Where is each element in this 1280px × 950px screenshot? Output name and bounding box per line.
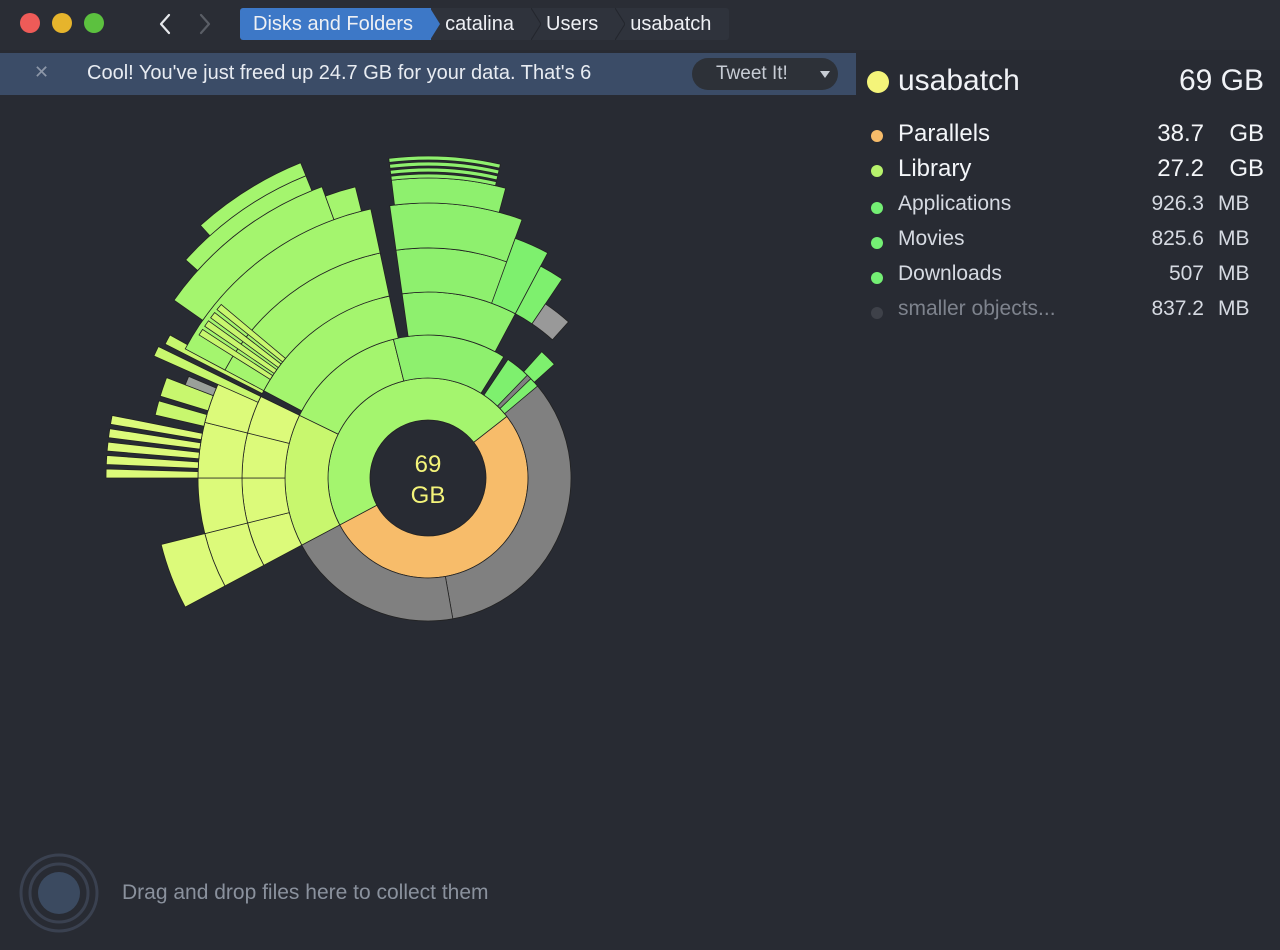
wedge-left-thin[interactable] (153, 345, 262, 403)
collector-drop-icon[interactable] (18, 852, 100, 934)
breadcrumb: Disks and Folders catalina Users usabatc… (240, 8, 730, 40)
breadcrumb-label: Users (546, 13, 599, 35)
breadcrumb-label: Disks and Folders (253, 13, 414, 35)
breadcrumb-item-catalina[interactable]: catalina (431, 8, 541, 40)
breadcrumb-chevron-icon (430, 8, 441, 40)
minimize-window-button[interactable] (52, 13, 72, 33)
breadcrumb-item-usabatch[interactable]: usabatch (616, 8, 730, 40)
legend-item-library[interactable]: Library 27.2 GB (864, 155, 1264, 185)
legend-item-value: 507 (1168, 262, 1204, 285)
chevron-right-icon (199, 13, 211, 35)
close-icon: ✕ (34, 62, 50, 82)
legend-item-value: 837.2 (1151, 297, 1204, 320)
breadcrumb-item-users[interactable]: Users (532, 8, 626, 40)
legend-item-applications[interactable]: Applications 926.3 MB (864, 192, 1264, 222)
legend-dot-icon (871, 130, 883, 142)
wedge-parallels-child[interactable] (444, 364, 572, 620)
legend-item-value: 38.7 (1157, 120, 1204, 147)
legend-item-name: Library (898, 155, 972, 182)
breadcrumb-chevron-icon (615, 8, 626, 40)
legend-dot-icon (871, 202, 883, 214)
wedge-left-thin[interactable] (105, 455, 199, 469)
tweet-it-button[interactable]: Tweet It! (692, 58, 838, 90)
back-button[interactable] (150, 8, 180, 40)
legend-item-value: 926.3 (1151, 192, 1204, 215)
breadcrumb-item-disks-and-folders[interactable]: Disks and Folders (240, 8, 441, 40)
legend-item-unit: GB (1229, 120, 1264, 147)
legend-title-dot-icon (867, 71, 889, 93)
wedge-library-child[interactable] (483, 358, 528, 407)
wedge-left-thin[interactable] (184, 375, 217, 397)
legend-item-unit: MB (1218, 262, 1250, 285)
center-size-unit: GB (411, 482, 446, 509)
wedge-upper-segment[interactable] (324, 186, 362, 221)
sunburst-chart[interactable]: 69 GB (0, 96, 856, 656)
sunburst-svg[interactable]: 69 GB (0, 96, 856, 656)
wedge-left-thin[interactable] (110, 414, 203, 441)
wedge-upper-thin[interactable] (210, 311, 282, 369)
close-banner-button[interactable]: ✕ (34, 62, 52, 84)
legend-dot-icon (871, 165, 883, 177)
legend-item-name: Parallels (898, 120, 991, 147)
legend-item-value: 825.6 (1151, 227, 1204, 250)
legend-title-name: usabatch (898, 64, 1020, 97)
wedge-upper-outer[interactable] (199, 162, 307, 237)
wedge-top-thin[interactable] (531, 303, 570, 341)
legend-item-name: Movies (898, 227, 965, 250)
chevron-left-icon (159, 13, 171, 35)
wedge-top-thin[interactable] (523, 351, 555, 383)
legend-item-value: 27.2 (1157, 155, 1204, 182)
wedge-left-thin[interactable] (105, 468, 199, 479)
legend-item-downloads[interactable]: Downloads 507 MB (864, 262, 1264, 292)
wedge-left-thin[interactable] (154, 400, 208, 427)
legend-item-name: smaller objects... (898, 297, 1056, 320)
tweet-it-label: Tweet It! (716, 63, 788, 84)
forward-button[interactable] (190, 8, 220, 40)
wedge-upper-thin[interactable] (204, 320, 278, 375)
wedge-top-ring[interactable] (388, 155, 501, 169)
drop-zone-hint: Drag and drop files here to collect them (122, 881, 489, 904)
legend-item-name: Downloads (898, 262, 1002, 285)
wedge-top-ring[interactable] (389, 167, 499, 181)
center-size-value: 69 (415, 451, 442, 478)
breadcrumb-label: usabatch (630, 13, 712, 35)
wedge-left-thin[interactable] (108, 428, 202, 450)
breadcrumb-label: catalina (445, 13, 514, 35)
dropdown-caret-icon (820, 71, 830, 78)
sunburst-center[interactable] (371, 421, 485, 535)
legend-item-smaller-objects[interactable]: smaller objects... 837.2 MB (864, 297, 1264, 327)
legend-title[interactable]: usabatch 69 GB (864, 64, 1264, 100)
legend-item-unit: MB (1218, 227, 1250, 250)
breadcrumb-chevron-icon (531, 8, 541, 40)
legend-item-parallels[interactable]: Parallels 38.7 GB (864, 120, 1264, 150)
legend-dot-icon (871, 307, 883, 319)
banner-message: Cool! You've just freed up 24.7 GB for y… (87, 62, 592, 84)
legend-dot-icon (871, 237, 883, 249)
legend-item-unit: MB (1218, 297, 1250, 320)
wedge-upper-thin[interactable] (216, 303, 287, 363)
legend-item-name: Applications (898, 192, 1012, 215)
legend-item-unit: MB (1218, 192, 1250, 215)
legend-dot-icon (871, 272, 883, 284)
legend-item-unit: GB (1229, 155, 1264, 182)
wedge-top-ring[interactable] (390, 173, 497, 187)
wedge-left-thin[interactable] (106, 441, 200, 460)
zoom-window-button[interactable] (84, 13, 104, 33)
wedge-top-ring[interactable] (389, 161, 500, 175)
wedge-upper-thin[interactable] (198, 328, 274, 380)
legend-item-movies[interactable]: Movies 825.6 MB (864, 227, 1264, 257)
legend-title-size: 69 GB (1178, 64, 1264, 97)
close-window-button[interactable] (20, 13, 40, 33)
